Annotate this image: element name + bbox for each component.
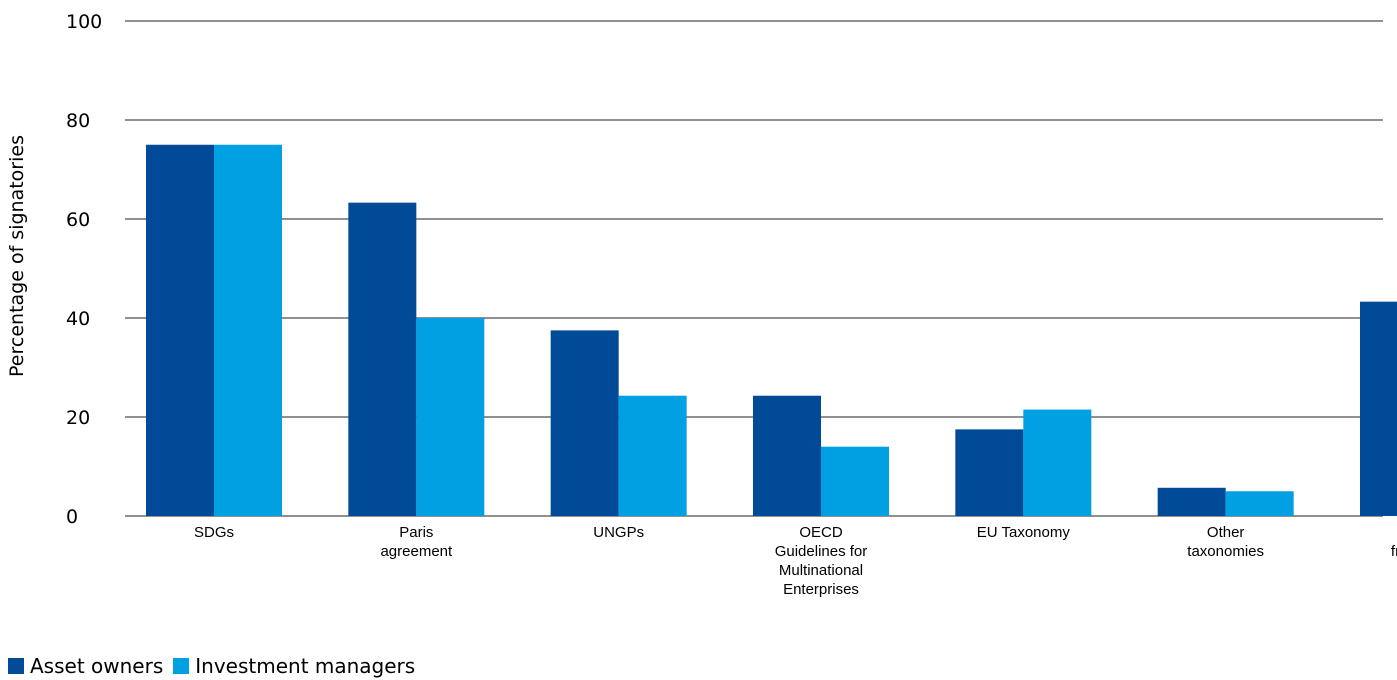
y-tick-label: 40 [66, 308, 90, 330]
x-tick-label: SDGs [194, 524, 234, 541]
y-tick-label: 80 [66, 110, 90, 132]
legend-item-investment-managers: Investment managers [173, 654, 415, 678]
y-axis-label: Percentage of signatories [6, 135, 28, 377]
bar-investment-managers [1023, 409, 1092, 516]
legend-label: Asset owners [30, 654, 164, 678]
bar-investment-managers [618, 395, 687, 516]
x-tick-label: EU Taxonomy [977, 524, 1071, 541]
bars [146, 144, 1397, 517]
legend-item-asset-owners: Asset owners [8, 654, 163, 678]
x-tick-label: Other taxonomies [1187, 524, 1264, 560]
bar-asset-owners [1360, 301, 1397, 516]
x-tick-label: Otherframework/tool [1391, 524, 1397, 579]
y-tick-label: 60 [66, 209, 90, 231]
legend-label: Investment managers [195, 654, 416, 678]
legend-swatch [173, 658, 190, 674]
bar-asset-owners [955, 429, 1024, 516]
bar-investment-managers [416, 318, 485, 516]
bar-asset-owners [146, 144, 214, 516]
bar-asset-owners [753, 395, 821, 516]
x-tick-label: Paris agreement [380, 524, 453, 560]
bar-asset-owners [348, 202, 417, 517]
bar-asset-owners [1157, 487, 1226, 516]
x-tick-label: UNGPs [593, 524, 644, 541]
x-tick-label: OECD Guidelines for Multinational Enterpris… [775, 524, 868, 598]
bar-investment-managers [821, 446, 889, 516]
bar-investment-managers [1225, 491, 1294, 516]
y-tick-labels: 0 20 40 60 80 100 [66, 11, 102, 528]
legend-swatch [8, 658, 24, 674]
bar-investment-managers [214, 144, 282, 516]
x-tick-labels: SDGs Paris agreement UNGPs OECD Guidelines fo… [194, 524, 1397, 598]
y-tick-label: 0 [66, 506, 78, 528]
y-tick-label: 20 [66, 407, 90, 429]
y-tick-label: 100 [66, 11, 102, 33]
bar-chart: 0 20 40 60 80 100 SDGs Paris agreement UNGPs OECD… [6, 11, 1397, 598]
legend: Asset owners Investment managers [8, 654, 425, 678]
bar-asset-owners [550, 330, 619, 516]
